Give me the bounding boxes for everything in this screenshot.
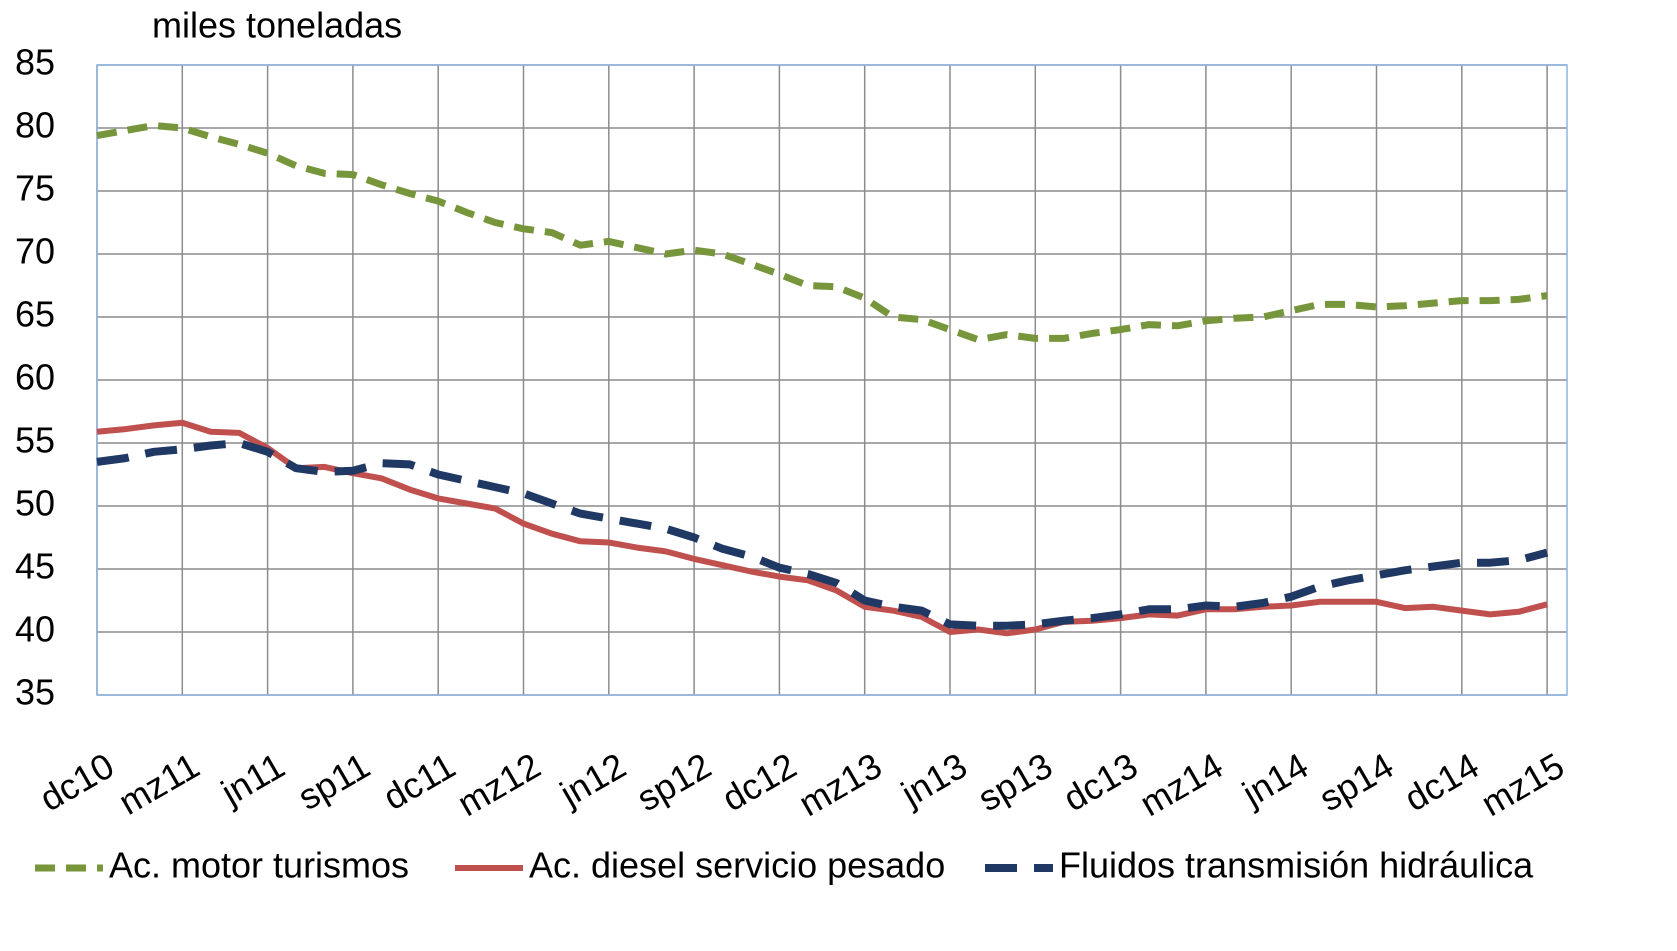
- y-tick-label: 70: [15, 231, 55, 272]
- legend-item: Fluidos transmisión hidráulica: [985, 845, 1534, 886]
- line-series: [96, 439, 1549, 630]
- y-axis-label: miles toneladas: [152, 5, 402, 46]
- x-tick-label: dc14: [1397, 745, 1485, 820]
- x-tick-label: jn12: [552, 745, 632, 815]
- x-tick-label: dc11: [376, 745, 462, 818]
- legend-item: Ac. motor turismos: [35, 845, 409, 886]
- legend-label: Ac. diesel servicio pesado: [529, 845, 945, 886]
- x-tick-label: mz13: [792, 745, 889, 825]
- line-series: [96, 122, 1548, 344]
- x-tick-label: sp14: [1312, 745, 1400, 820]
- y-tick-label: 80: [15, 105, 55, 146]
- x-tick-label: sp11: [291, 745, 377, 818]
- y-tick-label: 85: [15, 42, 55, 83]
- plot-border: [96, 64, 1568, 696]
- y-tick-label: 55: [15, 420, 55, 461]
- y-tick-label: 35: [15, 672, 55, 713]
- x-tick-label: sp13: [971, 745, 1059, 820]
- x-tick-label: jn11: [213, 745, 291, 814]
- x-tick-label: mz14: [1133, 745, 1230, 825]
- x-tick-label: dc10: [33, 745, 121, 820]
- x-tick-label: mz12: [451, 745, 548, 825]
- legend-item: Ac. diesel servicio pesado: [455, 845, 945, 886]
- y-tick-label: 45: [15, 546, 55, 587]
- legend-label: Fluidos transmisión hidráulica: [1059, 845, 1534, 886]
- legend-label: Ac. motor turismos: [109, 845, 409, 886]
- x-tick-label: mz11: [112, 745, 206, 823]
- x-tick-label: dc13: [1056, 745, 1144, 820]
- x-tick-label: jn14: [1235, 745, 1315, 815]
- y-tick-label: 60: [15, 357, 55, 398]
- line-series: [96, 419, 1548, 637]
- x-tick-label: sp12: [630, 745, 718, 820]
- y-tick-label: 65: [15, 294, 55, 335]
- x-tick-label: dc12: [715, 745, 803, 820]
- y-tick-label: 75: [15, 168, 55, 209]
- x-tick-label: mz15: [1474, 745, 1571, 825]
- x-tick-label: jn13: [893, 745, 973, 815]
- y-tick-label: 50: [15, 483, 55, 524]
- y-tick-label: 40: [15, 609, 55, 650]
